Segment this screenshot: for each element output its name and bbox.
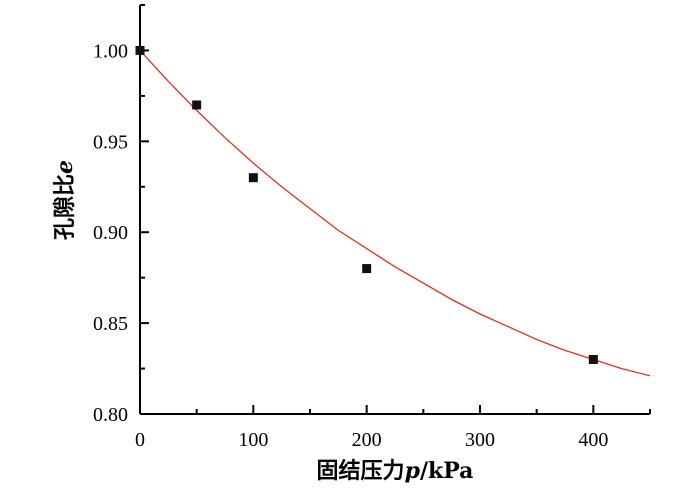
x-tick-label: 100 xyxy=(238,429,268,451)
x-tick-label: 300 xyxy=(465,429,495,451)
x-ticks: 0 100 200 300 400 xyxy=(135,405,651,451)
x-axis-unit: /kPa xyxy=(420,458,474,484)
x-axis-variable: p xyxy=(405,458,421,484)
y-tick-label: 1.00 xyxy=(93,40,128,62)
data-point xyxy=(588,354,598,364)
y-axis-variable: e xyxy=(52,160,78,174)
x-tick-label: 0 xyxy=(135,429,145,451)
fit-curve-line xyxy=(139,49,651,377)
plot-marks xyxy=(135,45,651,377)
x-axis-title: 固结压力p/kPa xyxy=(317,458,474,484)
x-axis-label: 固结压力 xyxy=(317,458,405,484)
y-ticks: 0.80 0.85 0.90 0.95 1.00 xyxy=(93,4,149,426)
data-point xyxy=(248,173,258,183)
y-tick-label: 0.95 xyxy=(93,131,128,153)
data-point xyxy=(192,100,202,110)
y-axis-title: 孔隙比e xyxy=(52,160,78,240)
axes xyxy=(139,5,650,415)
y-tick-label: 0.80 xyxy=(93,404,128,426)
x-tick-label: 400 xyxy=(578,429,608,451)
data-point xyxy=(362,264,372,274)
data-point xyxy=(135,45,145,55)
y-axis-label: 孔隙比 xyxy=(52,174,78,240)
x-tick-label: 200 xyxy=(352,429,382,451)
y-tick-label: 0.90 xyxy=(93,222,128,244)
y-tick-label: 0.85 xyxy=(93,313,128,335)
